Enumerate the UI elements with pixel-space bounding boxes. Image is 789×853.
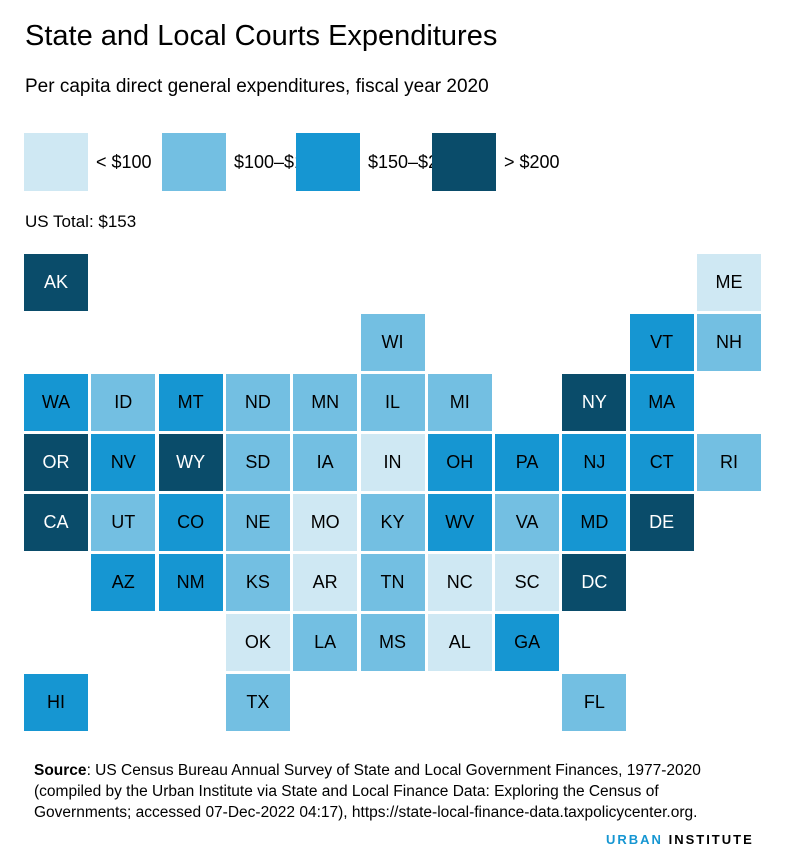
state-tile-mo: MO [293, 494, 358, 551]
state-tile-ny: NY [562, 374, 627, 431]
state-tile-ky: KY [360, 494, 425, 551]
state-tile-mt: MT [158, 374, 223, 431]
legend-label: < $100 [96, 151, 152, 172]
state-tile-nc: NC [427, 554, 492, 611]
state-tile-mn: MN [293, 374, 358, 431]
state-tile-vt: VT [629, 314, 694, 371]
state-tile-il: IL [360, 374, 425, 431]
source-label: Source [34, 762, 87, 779]
urban-institute-logo: URBAN INSTITUTE [606, 832, 754, 847]
state-tile-wi: WI [360, 314, 425, 371]
state-tile-de: DE [629, 494, 694, 551]
chart-subtitle: Per capita direct general expenditures, … [25, 76, 489, 97]
state-tile-va: VA [495, 494, 560, 551]
state-tile-ak: AK [24, 254, 88, 311]
state-tile-nd: ND [225, 374, 290, 431]
legend-label: > $200 [504, 151, 560, 172]
state-tile-dc: DC [562, 554, 627, 611]
legend-item: < $100 [24, 133, 152, 191]
state-tile-la: LA [293, 614, 358, 671]
legend-swatch [162, 133, 226, 191]
legend-swatch [432, 133, 496, 191]
state-tile-ms: MS [360, 614, 425, 671]
state-tile-fl: FL [562, 674, 627, 731]
state-tile-nh: NH [697, 314, 761, 371]
chart-title: State and Local Courts Expenditures [25, 20, 498, 52]
state-tile-wv: WV [427, 494, 492, 551]
state-tile-nj: NJ [562, 434, 627, 491]
state-tile-in: IN [360, 434, 425, 491]
state-tile-hi: HI [24, 674, 88, 731]
state-tile-ne: NE [225, 494, 290, 551]
state-tile-nv: NV [91, 434, 156, 491]
state-tile-sc: SC [495, 554, 560, 611]
state-tile-co: CO [158, 494, 223, 551]
source-text: : US Census Bureau Annual Survey of Stat… [34, 762, 701, 821]
state-tile-al: AL [427, 614, 492, 671]
state-tile-az: AZ [91, 554, 156, 611]
state-tile-ct: CT [629, 434, 694, 491]
state-tile-wa: WA [24, 374, 88, 431]
us-total: US Total: $153 [25, 212, 137, 231]
state-tile-md: MD [562, 494, 627, 551]
state-tile-mi: MI [427, 374, 492, 431]
state-tile-nm: NM [158, 554, 223, 611]
legend-swatch [24, 133, 88, 191]
state-tile-id: ID [91, 374, 156, 431]
legend-item: > $200 [432, 133, 560, 191]
state-tile-ia: IA [293, 434, 358, 491]
state-tile-ma: MA [629, 374, 694, 431]
state-tile-ok: OK [225, 614, 290, 671]
state-tile-sd: SD [225, 434, 290, 491]
state-tile-oh: OH [427, 434, 492, 491]
state-tile-pa: PA [495, 434, 560, 491]
legend: < $100 $100–$150 $150–$200 > $200 [24, 133, 764, 191]
state-tile-or: OR [24, 434, 88, 491]
state-tile-tn: TN [360, 554, 425, 611]
state-tile-ar: AR [293, 554, 358, 611]
state-tile-ks: KS [225, 554, 290, 611]
state-tile-tx: TX [225, 674, 290, 731]
state-tile-me: ME [697, 254, 761, 311]
state-tile-wy: WY [158, 434, 223, 491]
legend-swatch [296, 133, 360, 191]
source-note: Source: US Census Bureau Annual Survey o… [34, 760, 754, 823]
state-tile-ga: GA [495, 614, 560, 671]
state-tile-ut: UT [91, 494, 156, 551]
state-tile-ca: CA [24, 494, 88, 551]
state-tile-ri: RI [697, 434, 761, 491]
